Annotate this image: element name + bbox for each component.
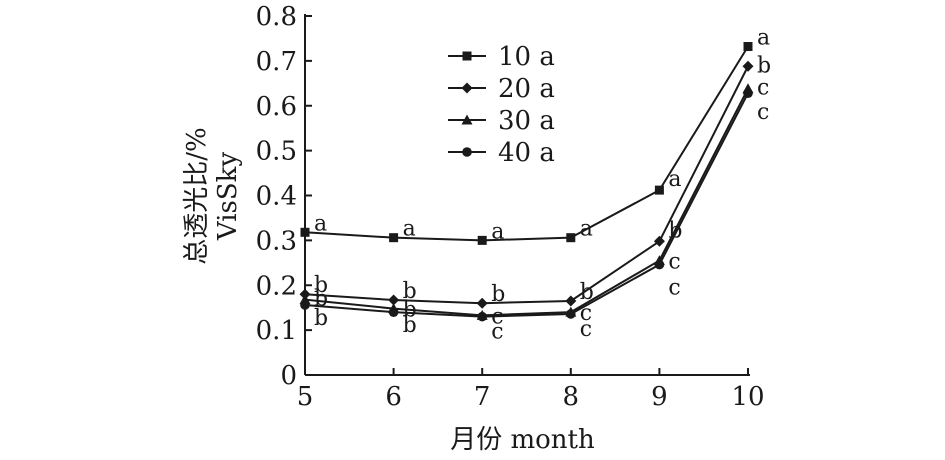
series-circle: b b c ccc [300, 88, 769, 345]
significance-label: a [491, 219, 504, 244]
significance-label: a [580, 217, 593, 242]
x-tick-label: 6 [385, 382, 402, 412]
diamond-marker [742, 60, 754, 72]
y-tick-label: 0.1 [256, 316, 297, 346]
x-tick-label: 5 [297, 382, 314, 412]
significance-label: b [757, 53, 771, 78]
square-marker [300, 227, 310, 237]
x-tick-label: 8 [563, 382, 580, 412]
legend-label: 30 a [498, 106, 555, 136]
square-marker [566, 233, 576, 243]
significance-label: b [491, 282, 505, 307]
circle-marker [743, 88, 753, 98]
y-tick-label: 0.7 [256, 47, 297, 77]
series-line [304, 65, 749, 305]
significance-label: c [668, 250, 680, 275]
significance-label: b [403, 279, 417, 304]
series-square: a a a a a a [300, 26, 770, 245]
circle-marker [388, 307, 399, 317]
ticks: 0 0.1 0.2 0.3 0.4 0.5 0.6 0.7 0.8 5 6 7 8 9 10 [256, 2, 765, 412]
square-marker [462, 51, 472, 61]
circle-marker [477, 311, 488, 322]
y-axis-title-group: 总透光比/% VisSky [182, 127, 243, 264]
significance-label: c [668, 276, 680, 301]
legend-label: 40 a [498, 138, 555, 168]
significance-label: a [403, 217, 416, 242]
legend-item: 10 a [448, 42, 555, 72]
triangle-marker [461, 114, 473, 125]
diamond-marker [461, 82, 473, 94]
legend-label: 20 a [498, 74, 555, 104]
legend-item: 40 a [448, 138, 555, 168]
circle-marker [300, 300, 310, 310]
square-marker [654, 185, 664, 195]
series-line [304, 92, 749, 318]
diamond-marker [388, 294, 400, 306]
square-marker [389, 233, 399, 243]
square-marker [743, 42, 753, 52]
legend-label: 10 a [498, 42, 555, 72]
significance-label: b [580, 280, 594, 305]
diamond-marker [653, 235, 665, 247]
y-axis-title: 总透光比/% [182, 127, 212, 264]
legend-item: 30 a [448, 106, 555, 136]
significance-label: c [580, 317, 592, 342]
circle-marker [566, 309, 576, 319]
legend-item: 20 a [448, 74, 555, 104]
significance-label: a [757, 26, 770, 51]
diamond-marker [476, 297, 488, 309]
significance-label: c [491, 320, 503, 345]
y-tick-label: 0.3 [256, 226, 297, 256]
significance-label: a [668, 167, 681, 192]
y-axis-title-en: VisSky [213, 152, 243, 242]
circle-marker [462, 147, 472, 157]
y-tick-label: 0.2 [256, 271, 297, 301]
significance-label: b [314, 306, 328, 331]
y-tick-label: 0.6 [256, 92, 297, 122]
diamond-marker [565, 295, 577, 307]
y-tick-label: 0.4 [256, 182, 297, 212]
series-line [304, 45, 749, 242]
legend: 10 a20 a30 a40 a [448, 42, 555, 168]
significance-label: b [403, 298, 417, 323]
significance-label: c [757, 76, 769, 101]
x-tick-label: 7 [474, 382, 491, 412]
y-tick-label: 0 [280, 361, 297, 391]
significance-label: b [314, 273, 328, 298]
series-line [304, 88, 749, 317]
x-axis-title: 月份 month [450, 425, 595, 455]
significance-label: a [314, 211, 327, 236]
y-tick-label: 0.8 [256, 2, 297, 32]
y-tick-label: 0.5 [256, 137, 297, 167]
x-tick-label: 9 [651, 382, 668, 412]
significance-label: c [757, 100, 769, 125]
circle-marker [654, 259, 665, 270]
significance-label: b [403, 313, 417, 338]
square-marker [477, 235, 487, 245]
x-tick-label: 10 [731, 382, 764, 412]
